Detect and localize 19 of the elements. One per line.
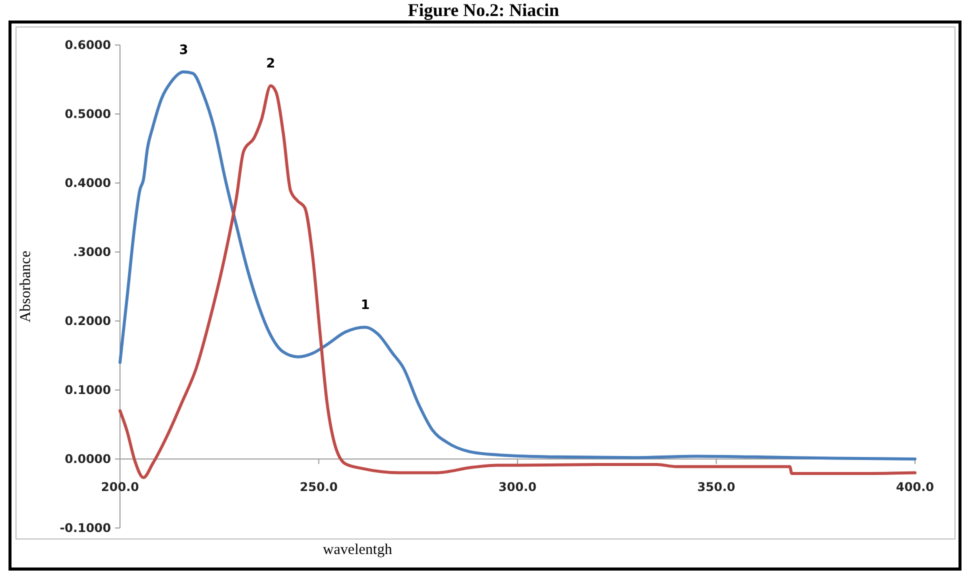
y-tick-label: 0.6000 <box>64 38 111 52</box>
x-tick-label: 400.0 <box>896 480 934 494</box>
y-tick-label: 0.4000 <box>64 176 111 190</box>
x-axis-title: wavelentgh <box>322 542 393 558</box>
x-tick-label: 300.0 <box>498 480 536 494</box>
annotation: 2 <box>266 56 276 72</box>
y-tick-label: 0.5000 <box>64 107 111 122</box>
x-tick-label: 200.0 <box>101 480 139 494</box>
x-tick-label: 250.0 <box>300 480 338 494</box>
y-tick-label: 0.1000 <box>64 383 111 398</box>
x-tick-label: 350.0 <box>697 480 736 494</box>
y-tick-label: 0.2000 <box>64 314 111 328</box>
y-axis-title: Absorbance <box>18 250 34 322</box>
chart-title: Figure No.2: Niacin <box>408 0 560 20</box>
y-tick-label: -0.1000 <box>60 521 111 536</box>
y-tick-label: .3000 <box>73 245 111 260</box>
annotation: 1 <box>360 298 370 314</box>
y-tick-label: 0.0000 <box>64 452 111 466</box>
annotation: 3 <box>179 42 188 58</box>
